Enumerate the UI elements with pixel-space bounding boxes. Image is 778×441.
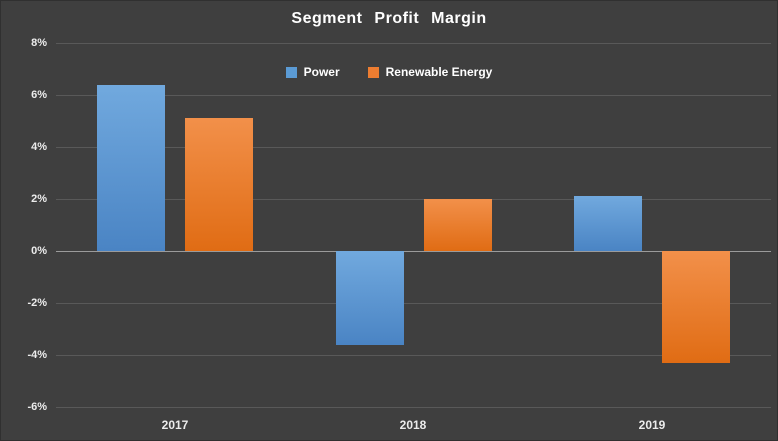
legend-swatch-icon [285, 66, 297, 78]
chart-legend: Power Renewable Energy [1, 65, 777, 79]
gridline [56, 407, 771, 408]
x-tick-label: 2018 [399, 418, 427, 432]
gridline [56, 147, 771, 148]
gridline [56, 199, 771, 200]
bar-power-2017 [97, 85, 165, 251]
gridline [56, 43, 771, 44]
y-tick-label: 8% [31, 37, 47, 49]
y-tick-label: 4% [31, 141, 47, 153]
legend-swatch-icon [367, 66, 379, 78]
legend-item-power: Power [285, 65, 340, 79]
bar-power-2019 [574, 196, 642, 251]
zero-axis-line [56, 251, 771, 252]
y-tick-label: 2% [31, 193, 47, 205]
y-tick-label: -4% [27, 349, 47, 361]
x-tick-label: 2017 [161, 418, 189, 432]
legend-label: Power [303, 65, 340, 79]
y-tick-label: -2% [27, 297, 47, 309]
gridline [56, 303, 771, 304]
bar-renewable-energy-2018 [424, 199, 492, 251]
y-tick-label: -6% [27, 401, 47, 413]
legend-label: Renewable Energy [385, 65, 493, 79]
y-tick-label: 6% [31, 89, 47, 101]
gridline [56, 95, 771, 96]
bar-renewable-energy-2019 [662, 251, 730, 363]
bar-power-2018 [336, 251, 404, 345]
chart-title: Segment Profit Margin [291, 10, 487, 27]
legend-item-renewable-energy: Renewable Energy [367, 65, 493, 79]
x-tick-label: 2019 [638, 418, 666, 432]
gridline [56, 355, 771, 356]
bar-renewable-energy-2017 [185, 118, 253, 251]
y-tick-label: 0% [31, 245, 47, 257]
